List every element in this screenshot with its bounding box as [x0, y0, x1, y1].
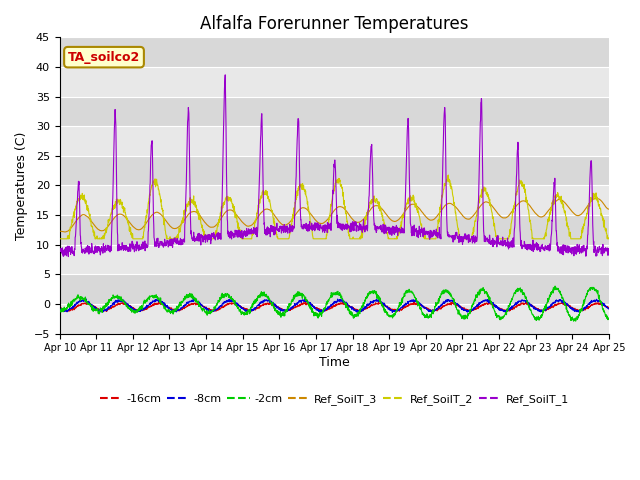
Bar	[60, 37, 609, 67]
Title: Alfalfa Forerunner Temperatures: Alfalfa Forerunner Temperatures	[200, 15, 468, 33]
Bar	[60, 215, 609, 245]
Bar	[60, 126, 609, 156]
Bar	[60, 156, 609, 185]
Bar	[60, 96, 609, 126]
X-axis label: Time: Time	[319, 356, 349, 369]
Bar	[60, 245, 609, 275]
Text: TA_soilco2: TA_soilco2	[68, 51, 140, 64]
Bar	[60, 275, 609, 304]
Bar	[60, 304, 609, 334]
Y-axis label: Temperatures (C): Temperatures (C)	[15, 132, 28, 240]
Legend: -16cm, -8cm, -2cm, Ref_SoilT_3, Ref_SoilT_2, Ref_SoilT_1: -16cm, -8cm, -2cm, Ref_SoilT_3, Ref_Soil…	[95, 390, 573, 409]
Bar	[60, 185, 609, 215]
Bar	[60, 67, 609, 96]
